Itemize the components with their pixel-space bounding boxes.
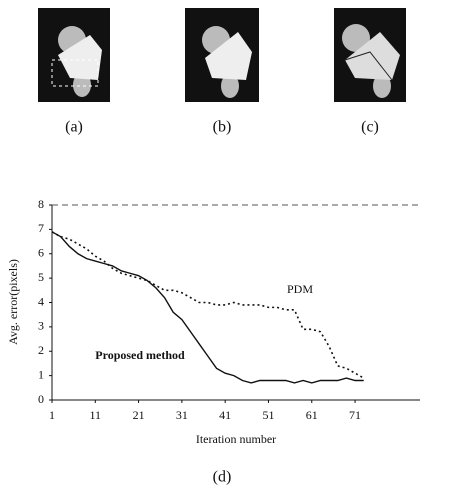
panel-label: (a) bbox=[65, 119, 83, 136]
x-tick-label: 61 bbox=[306, 408, 318, 422]
x-tick-label: 11 bbox=[90, 408, 102, 422]
chart-label: (d) bbox=[213, 469, 232, 486]
series-label: PDM bbox=[287, 282, 313, 296]
series-line bbox=[51, 231, 365, 379]
y-tick-label: 3 bbox=[38, 319, 44, 333]
y-tick-label: 8 bbox=[38, 197, 44, 211]
y-tick-label: 1 bbox=[38, 367, 44, 381]
y-tick-label: 5 bbox=[38, 270, 44, 284]
image-b bbox=[185, 8, 259, 102]
y-tick-label: 6 bbox=[38, 246, 44, 260]
y-axis-label: Avg. error(pixels) bbox=[6, 259, 20, 345]
panel-label: (c) bbox=[361, 119, 379, 136]
series-label: Proposed method bbox=[95, 348, 185, 362]
image-a bbox=[38, 8, 110, 102]
x-tick-label: 1 bbox=[49, 408, 55, 422]
x-tick-label: 31 bbox=[176, 408, 188, 422]
y-tick-label: 7 bbox=[38, 221, 44, 235]
y-tick-label: 4 bbox=[38, 294, 44, 308]
x-axis-label: Iteration number bbox=[196, 432, 276, 446]
image-c bbox=[334, 8, 406, 102]
x-tick-label: 51 bbox=[262, 408, 274, 422]
y-tick-label: 2 bbox=[38, 343, 44, 357]
y-tick-label: 0 bbox=[38, 392, 44, 406]
x-tick-label: 21 bbox=[133, 408, 145, 422]
panel-label: (b) bbox=[213, 119, 232, 136]
series-line bbox=[51, 231, 364, 384]
x-tick-label: 41 bbox=[219, 408, 231, 422]
x-tick-label: 71 bbox=[349, 408, 361, 422]
